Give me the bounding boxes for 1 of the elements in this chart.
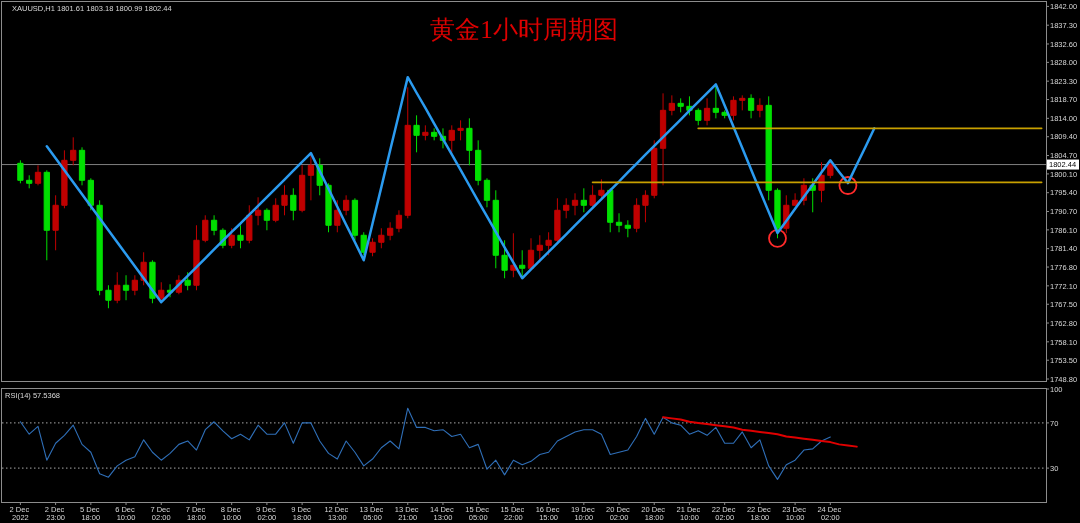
title: 黄金1小时周期图: [430, 16, 618, 43]
